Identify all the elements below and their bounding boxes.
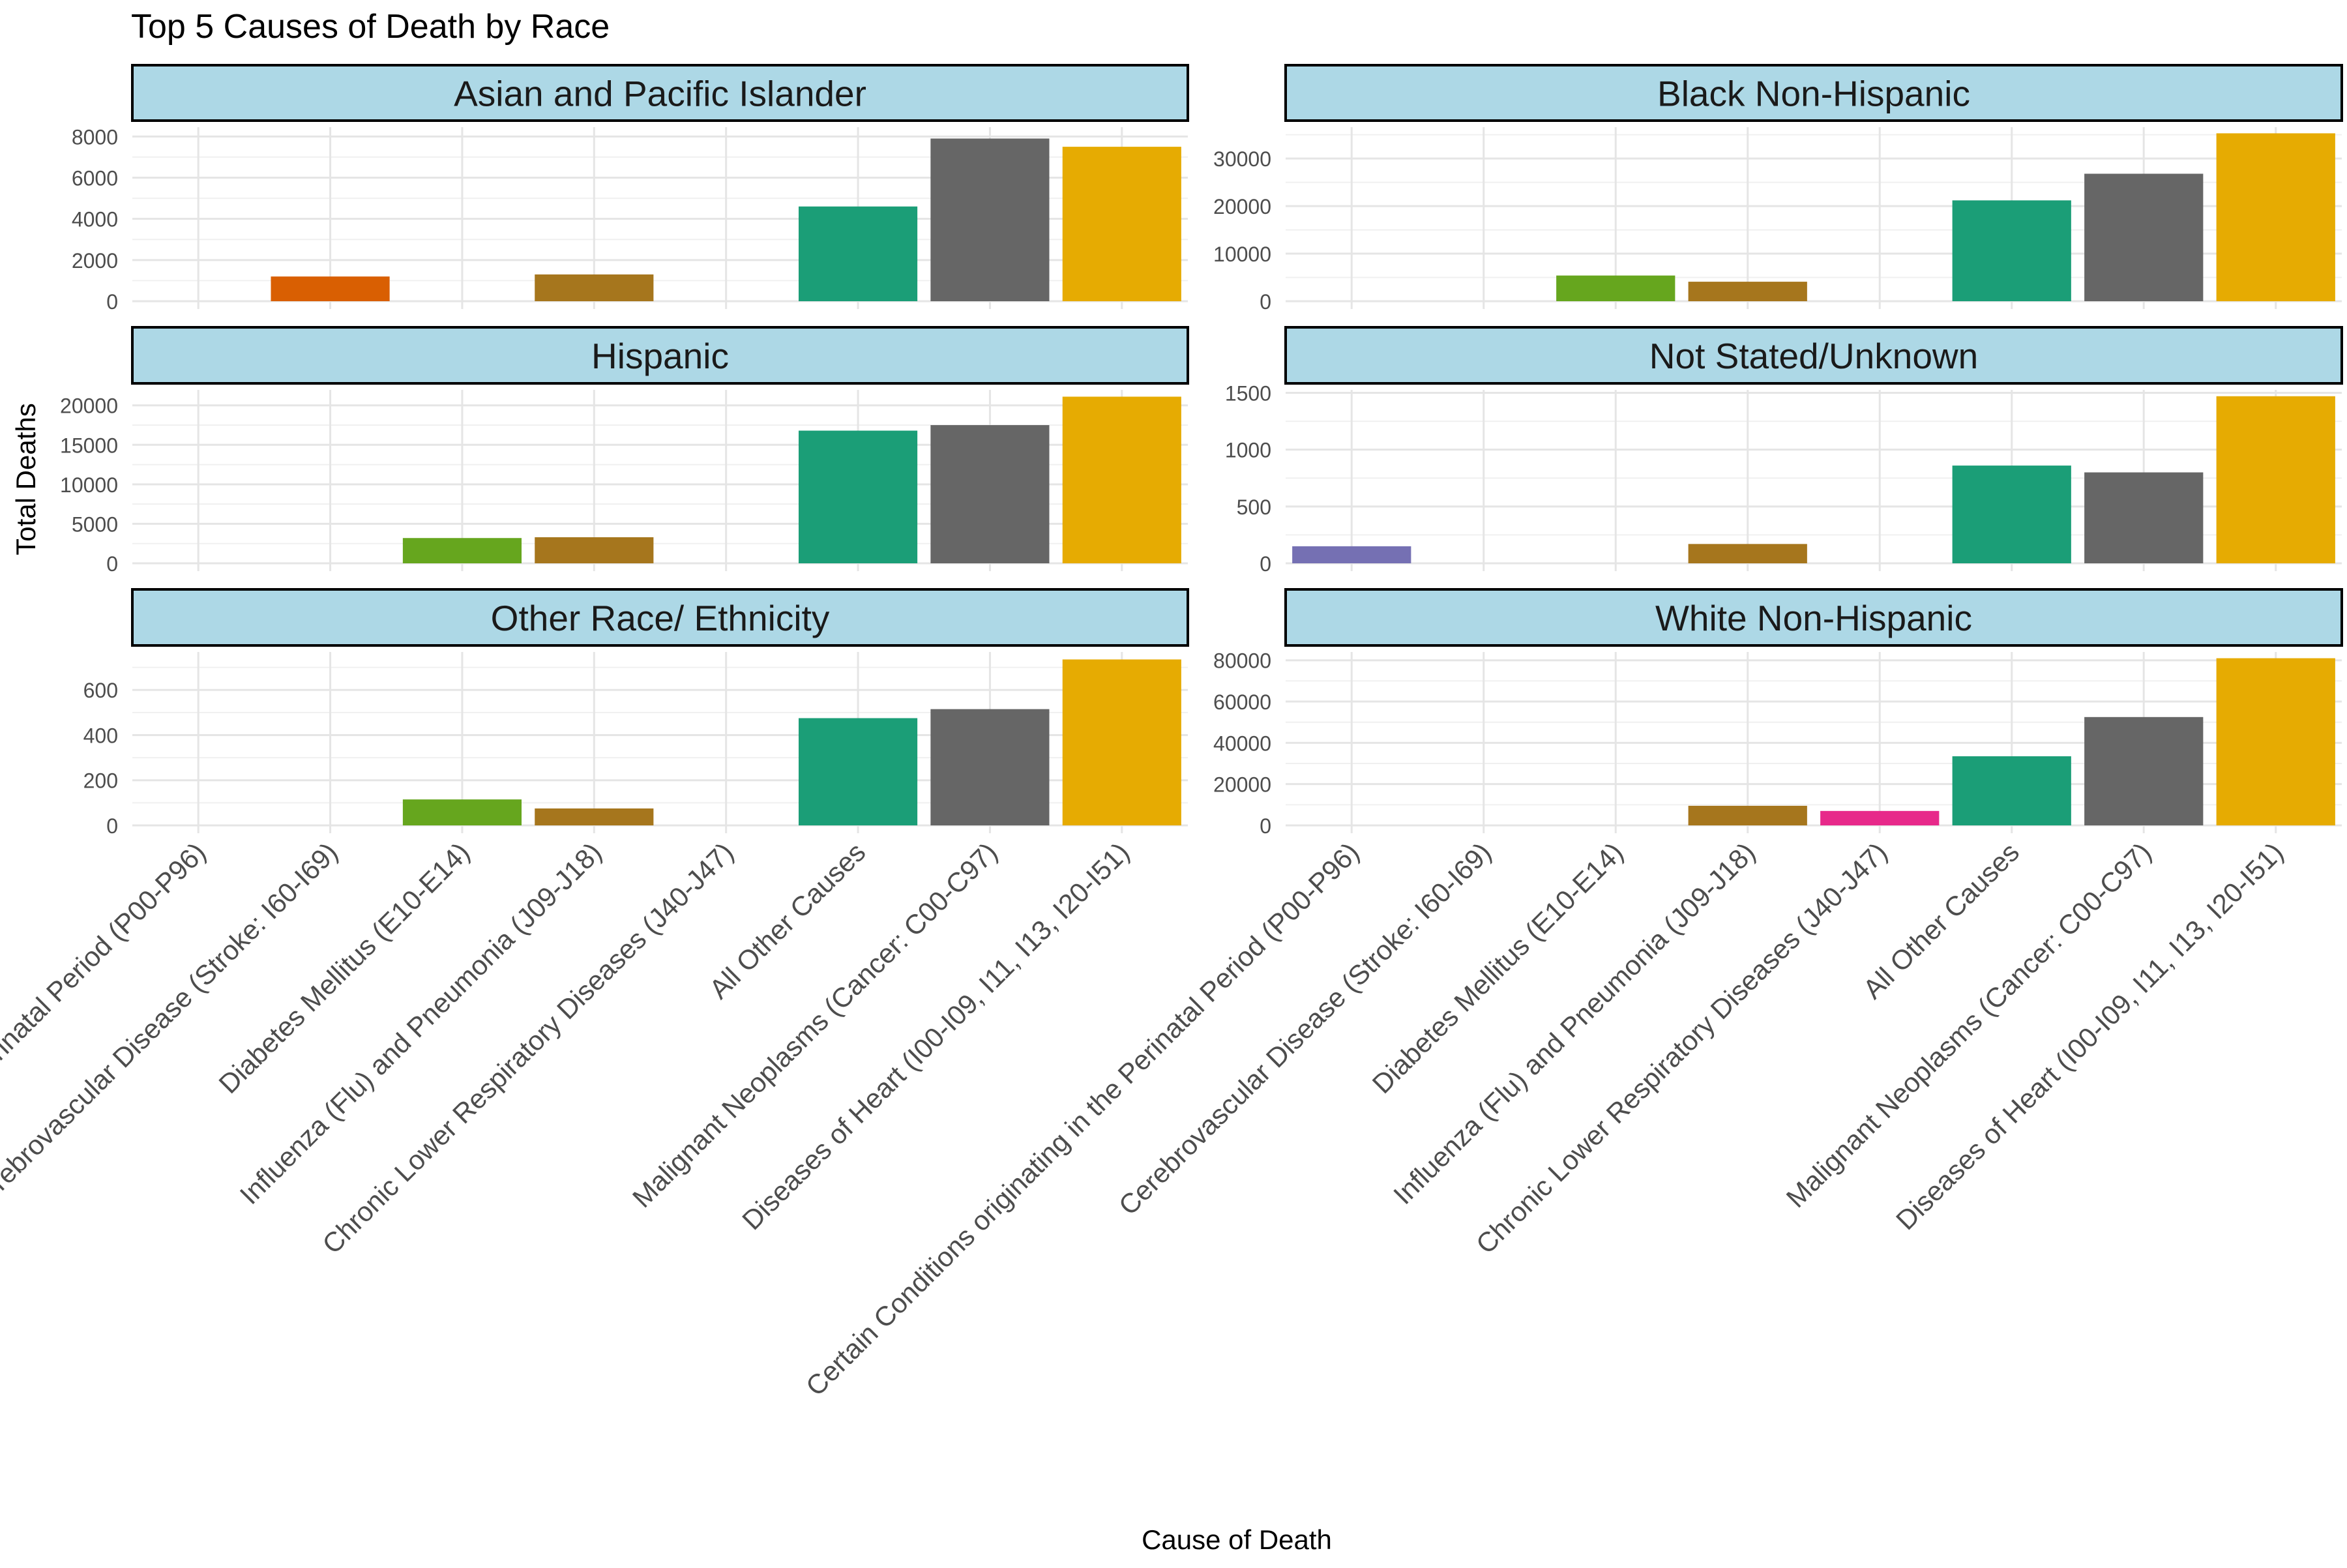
chart-title: Top 5 Causes of Death by Race — [131, 8, 610, 46]
y-tick-label: 400 — [83, 724, 118, 747]
y-tick-label: 10000 — [1213, 243, 1271, 266]
bar — [2084, 717, 2204, 825]
facet-strip — [1284, 326, 2343, 385]
y-tick-label: 60000 — [1213, 690, 1271, 714]
panel: Other Race/ Ethnicity 0 200 400 600 — [83, 588, 1189, 838]
bar — [930, 425, 1050, 563]
bar — [798, 430, 918, 563]
facet-strip — [131, 64, 1189, 122]
y-tick-label: 20000 — [1213, 773, 1271, 797]
bar — [1952, 200, 2071, 301]
x-tick-label: Diabetes Mellitus (E10-E14) — [213, 836, 475, 1099]
bar — [798, 206, 918, 301]
bar — [930, 709, 1050, 825]
bar — [1688, 282, 1807, 301]
panel: Asian and Pacific Islander 0 2000 4000 6000 8… — [72, 64, 1189, 314]
panel: White Non-Hispanic 0 20000 40000 60000 80000 — [1213, 588, 2343, 838]
facet-strip — [131, 588, 1189, 647]
y-tick-label: 8000 — [72, 125, 118, 149]
bar — [2216, 396, 2335, 563]
bar — [798, 718, 918, 825]
bar — [1688, 544, 1807, 563]
bar — [2084, 472, 2204, 563]
y-tick-label: 0 — [1260, 290, 1271, 314]
x-tick-label: Certain Conditions originating in the Pe… — [800, 836, 1365, 1402]
y-tick-label: 0 — [106, 290, 118, 314]
facet-strip-label: Black Non-Hispanic — [1657, 74, 1970, 114]
bar — [1556, 275, 1675, 301]
y-tick-label: 0 — [1260, 552, 1271, 576]
y-tick-label: 20000 — [60, 394, 118, 418]
x-tick-label: Diabetes Mellitus (E10-E14) — [1366, 836, 1629, 1099]
bar — [1062, 659, 1181, 825]
y-tick-label: 600 — [83, 679, 118, 702]
y-axis-label: Total Deaths — [10, 403, 41, 555]
y-tick-label: 40000 — [1213, 732, 1271, 755]
y-tick-label: 30000 — [1213, 147, 1271, 171]
x-tick-label: Certain Conditions originating in the Pe… — [0, 836, 212, 1402]
panel: Black Non-Hispanic 0 10000 20000 30000 — [1213, 64, 2343, 314]
bar — [1820, 810, 1940, 825]
bar — [1062, 396, 1181, 563]
bar — [1952, 466, 2071, 563]
y-tick-label: 1000 — [1225, 439, 1271, 462]
y-tick-label: 80000 — [1213, 649, 1271, 673]
facet-strip-label: White Non-Hispanic — [1655, 598, 1972, 638]
facet-strip — [1284, 588, 2343, 647]
bar — [402, 799, 522, 825]
y-tick-label: 10000 — [60, 473, 118, 497]
bar — [1952, 756, 2071, 825]
bar — [1292, 546, 1411, 563]
bar — [535, 808, 654, 825]
bar — [535, 274, 654, 301]
panel: Not Stated/Unknown 0 500 1000 1500 — [1225, 326, 2343, 576]
y-tick-label: 0 — [1260, 814, 1271, 838]
y-tick-label: 1500 — [1225, 382, 1271, 406]
bar — [271, 276, 390, 301]
facet-strip-label: Other Race/ Ethnicity — [491, 598, 830, 638]
bar — [2216, 658, 2335, 825]
panel: Hispanic 0 5000 10000 15000 20000 — [60, 326, 1189, 576]
bar — [1062, 147, 1181, 301]
y-tick-label: 500 — [1237, 496, 1271, 519]
y-tick-label: 200 — [83, 769, 118, 793]
y-tick-label: 0 — [106, 552, 118, 576]
bar — [2084, 173, 2204, 301]
bar — [402, 538, 522, 563]
y-tick-label: 5000 — [72, 512, 118, 536]
y-tick-label: 2000 — [72, 249, 118, 273]
y-tick-label: 20000 — [1213, 195, 1271, 218]
y-tick-label: 15000 — [60, 434, 118, 457]
y-tick-label: 4000 — [72, 208, 118, 231]
bar — [930, 138, 1050, 301]
facet-strip-label: Asian and Pacific Islander — [454, 74, 866, 114]
facet-strip — [1284, 64, 2343, 122]
facet-strip-label: Hispanic — [591, 336, 729, 376]
y-tick-label: 0 — [106, 814, 118, 838]
x-axis-label: Cause of Death — [1142, 1524, 1332, 1555]
facet-strip — [131, 326, 1189, 385]
bar — [2216, 133, 2335, 301]
facet-strip-label: Not Stated/Unknown — [1649, 336, 1978, 376]
x-tick-labels: Certain Conditions originating in the Pe… — [0, 836, 2289, 1402]
panels-layer: Asian and Pacific Islander02000400060008… — [60, 64, 2343, 838]
bar — [1688, 805, 1807, 825]
bar — [535, 537, 654, 563]
y-tick-label: 6000 — [72, 166, 118, 190]
